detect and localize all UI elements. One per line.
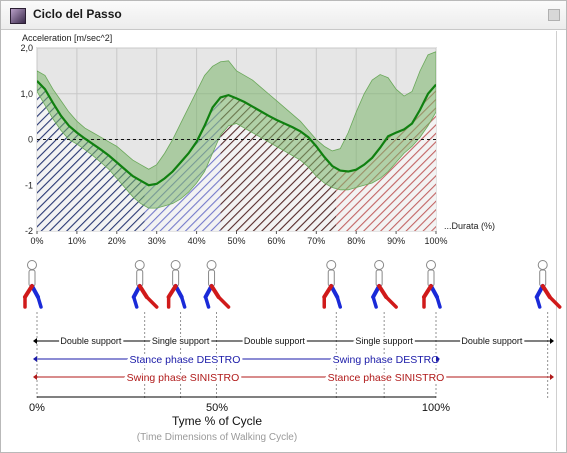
- cycle-axis-subtitle: (Time Dimensions of Walking Cycle): [137, 432, 297, 443]
- y-tick-label: 2,0: [20, 43, 33, 53]
- stance-sinistro-label: Stance phase SINISTRO: [328, 372, 445, 384]
- support-phase-label: Double support: [461, 336, 523, 346]
- window-title: Ciclo del Passo: [33, 7, 122, 21]
- cycle-tick-100: 100%: [422, 402, 450, 414]
- walking-figure-icon: [322, 260, 342, 309]
- support-phase-label: Single support: [355, 336, 413, 346]
- x-axis-label: ...Durata (%): [444, 221, 495, 231]
- arrow-head-icon: [33, 356, 37, 362]
- walking-figure-icon: [422, 260, 442, 309]
- stance-destro-label: Stance phase DESTRO: [130, 354, 241, 366]
- x-tick-label: 0%: [30, 236, 43, 246]
- title-bar: Ciclo del Passo: [1, 1, 566, 30]
- cycle-tick-0: 0%: [29, 402, 45, 414]
- x-tick-label: 80%: [347, 236, 365, 246]
- x-tick-label: 70%: [307, 236, 325, 246]
- cycle-tick-50: 50%: [206, 402, 228, 414]
- x-tick-label: 20%: [108, 236, 126, 246]
- y-axis: 2,0 1,0 0 -1 -2: [20, 43, 33, 236]
- x-tick-label: 40%: [188, 236, 206, 246]
- walking-figure-icon: [166, 260, 187, 309]
- swing-sinistro-label: Swing phase SINISTRO: [127, 372, 240, 384]
- arrow-head-icon: [550, 374, 554, 380]
- x-tick-label: 100%: [424, 236, 447, 246]
- resize-grip-icon[interactable]: [548, 9, 560, 21]
- walking-figure-icon: [534, 260, 562, 309]
- x-tick-label: 50%: [227, 236, 245, 246]
- panel-divider: [556, 31, 557, 451]
- walking-figure-icon: [203, 260, 231, 309]
- x-tick-label: 90%: [387, 236, 405, 246]
- y-tick-label: 1,0: [20, 89, 33, 99]
- walking-figure-icon: [23, 260, 43, 309]
- x-tick-label: 60%: [267, 236, 285, 246]
- arrow-head-icon: [33, 338, 37, 344]
- cycle-axis-title: Tyme % of Cycle: [172, 414, 262, 428]
- swing-destro-label: Swing phase DESTRO: [333, 354, 440, 366]
- x-tick-label: 30%: [148, 236, 166, 246]
- arrow-head-icon: [33, 374, 37, 380]
- app-icon: [10, 8, 26, 24]
- support-phase-label: Double support: [60, 336, 122, 346]
- mean-acceleration-line: [37, 80, 436, 187]
- arrow-head-icon: [550, 338, 554, 344]
- y-axis-label: Acceleration [m/sec^2]: [22, 33, 112, 43]
- y-tick-label: -2: [25, 226, 33, 236]
- walking-figure-icon: [131, 260, 159, 309]
- y-tick-label: -1: [25, 180, 33, 190]
- phase-region-1: [37, 80, 145, 231]
- walking-figure-icon: [371, 260, 398, 309]
- gait-figures: [23, 260, 562, 398]
- x-tick-label: 10%: [68, 236, 86, 246]
- gait-phase-rows: Stance phase DESTRO Swing phase DESTRO S…: [29, 334, 554, 443]
- x-axis: 0% 10% 20% 30% 40% 50% 60% 70% 80% 90% 100%: [30, 231, 448, 246]
- support-phase-label: Single support: [152, 336, 210, 346]
- support-phase-label: Double support: [244, 336, 306, 346]
- y-tick-label: 0: [28, 135, 33, 145]
- arrow-head-icon: [436, 356, 440, 362]
